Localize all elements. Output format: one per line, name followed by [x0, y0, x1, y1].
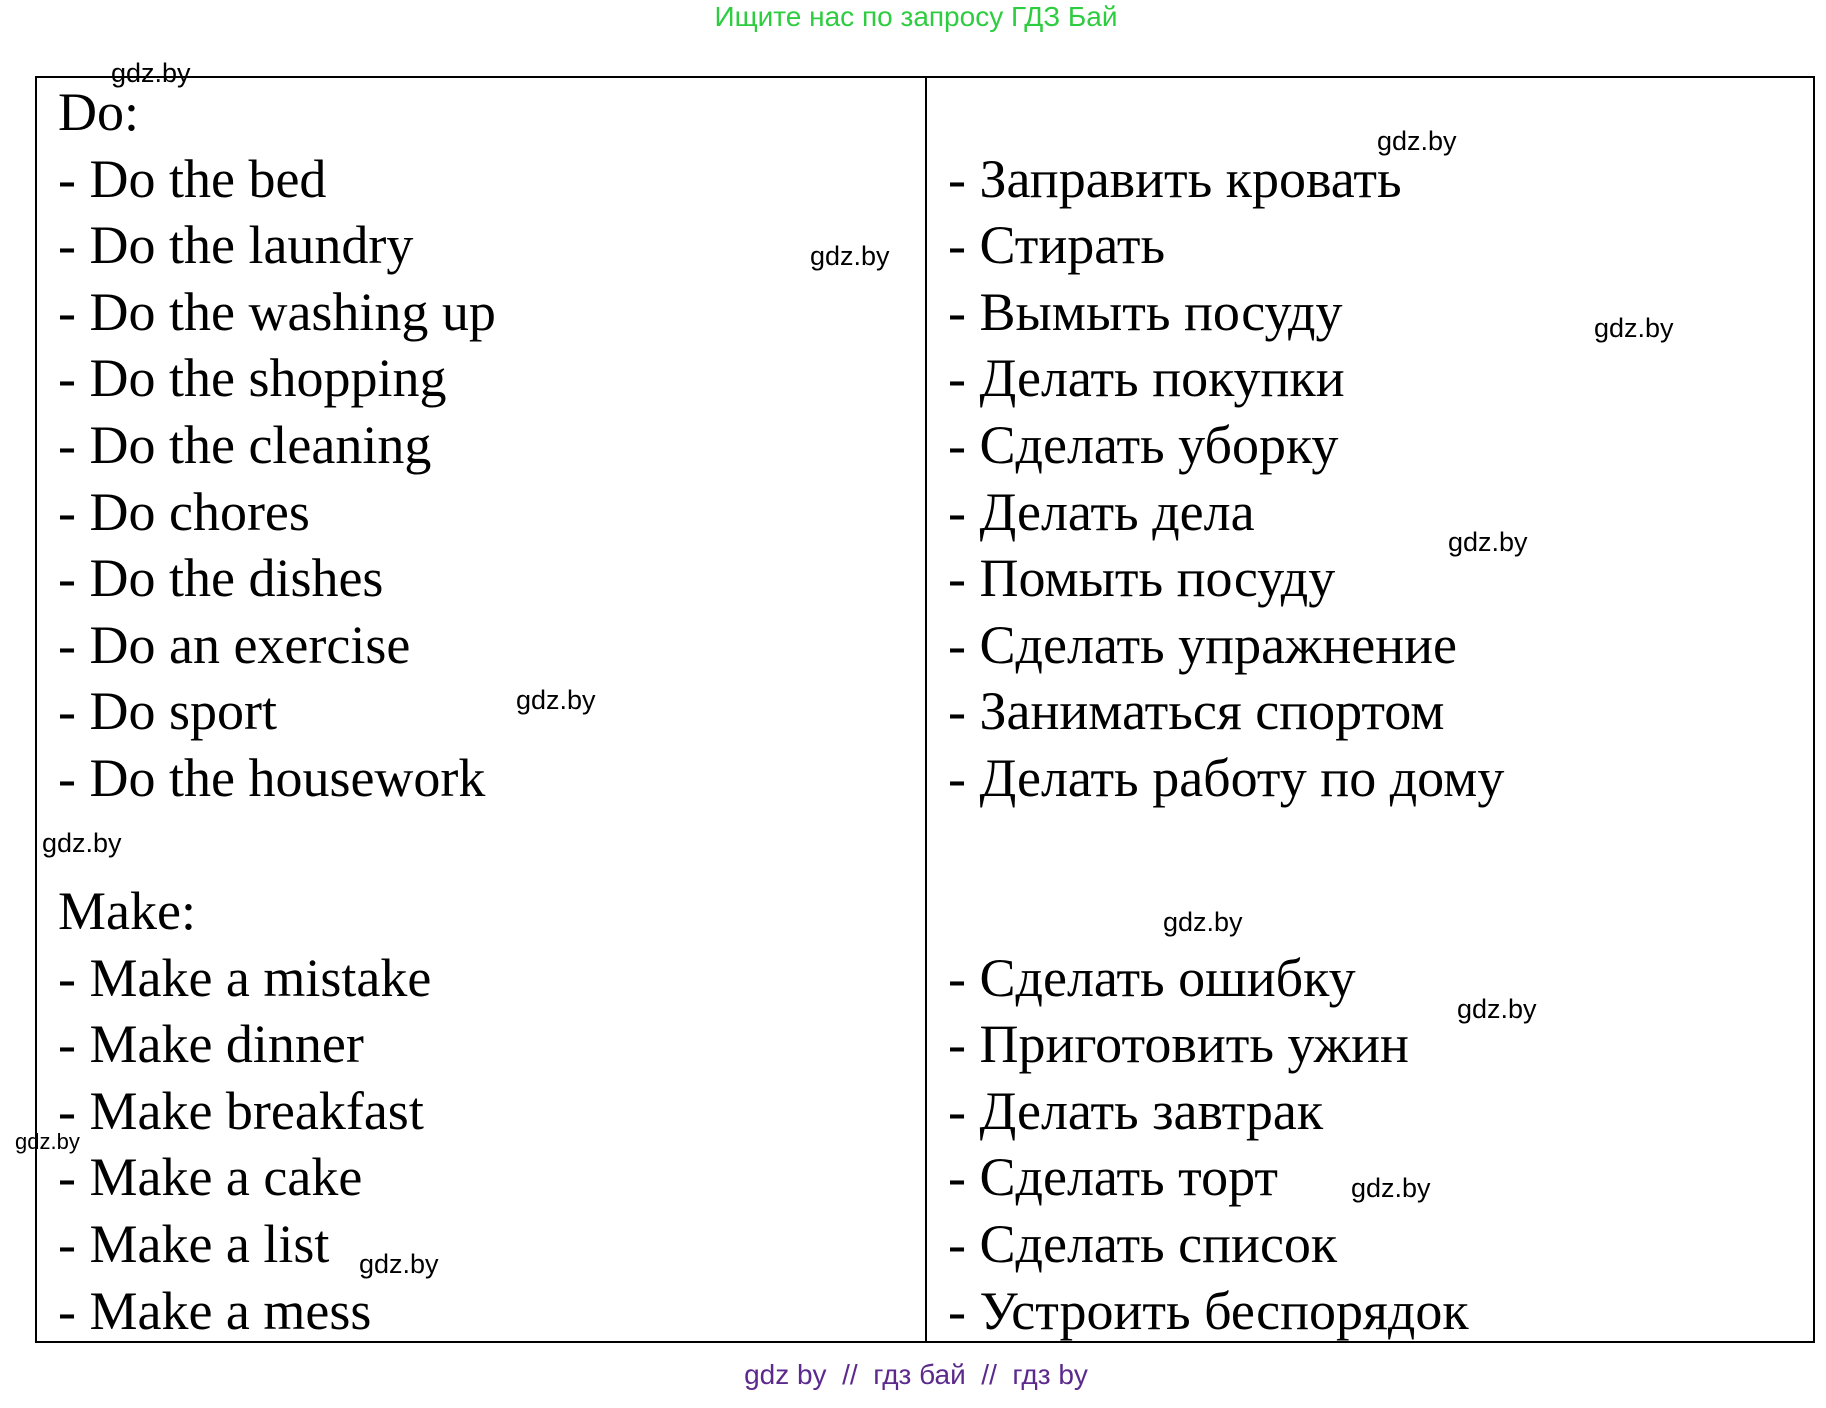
make-item: - Make dinner	[58, 1014, 364, 1075]
make-russian-column: - Сделать ошибку - Приготовить ужин - Де…	[948, 945, 1469, 1345]
column-divider	[925, 78, 927, 1341]
do-translation: - Делать покупки	[948, 348, 1345, 409]
do-translation: - Делать работу по дому	[948, 747, 1505, 808]
watermark: gdz.by	[1457, 994, 1537, 1024]
watermark: gdz.by	[111, 58, 191, 88]
watermark: gdz.by	[42, 828, 122, 858]
watermark: gdz.by	[15, 1129, 80, 1154]
do-translation: - Стирать	[948, 215, 1166, 276]
make-item: - Make a list	[58, 1213, 330, 1274]
make-item: - Make a mess	[58, 1280, 372, 1341]
do-item: - Do the laundry	[58, 215, 414, 276]
do-item: - Do the dishes	[58, 548, 384, 609]
make-heading: Make:	[58, 881, 196, 941]
do-item: - Do chores	[58, 481, 310, 542]
vocabulary-table	[35, 76, 1815, 1343]
do-translation: - Вымыть посуду	[948, 281, 1343, 342]
watermark: gdz.by	[1448, 527, 1528, 557]
do-translation: - Помыть посуду	[948, 548, 1336, 609]
watermark: gdz.by	[1163, 907, 1243, 937]
do-item: - Do the shopping	[58, 348, 447, 409]
watermark: gdz.by	[1594, 313, 1674, 343]
make-item: - Make a mistake	[58, 947, 432, 1008]
do-item: - Do the washing up	[58, 281, 496, 342]
site-footer: gdz by // гдз бай // гдз by	[744, 1359, 1088, 1390]
make-english-column: Make: - Make a mistake - Make dinner - M…	[58, 878, 431, 1344]
make-translation: - Сделать ошибку	[948, 947, 1356, 1008]
make-translation: - Делать завтрак	[948, 1080, 1324, 1141]
make-translation: - Устроить беспорядок	[948, 1280, 1469, 1341]
do-russian-column: - Заправить кровать - Стирать - Вымыть п…	[948, 146, 1504, 812]
make-translation: - Приготовить ужин	[948, 1014, 1409, 1075]
watermark: gdz.by	[810, 241, 890, 271]
do-english-column: Do: - Do the bed - Do the laundry - Do t…	[58, 79, 496, 812]
do-item: - Do the bed	[58, 148, 327, 209]
search-hint-header: Ищите нас по запросу ГДЗ Бай	[714, 1, 1118, 32]
watermark: gdz.by	[359, 1249, 439, 1279]
do-translation: - Сделать уборку	[948, 414, 1339, 475]
watermark: gdz.by	[516, 685, 596, 715]
watermark: gdz.by	[1351, 1173, 1431, 1203]
do-item: - Do the cleaning	[58, 414, 432, 475]
make-item: - Make a cake	[58, 1147, 363, 1208]
do-heading: Do:	[58, 82, 139, 142]
watermark: gdz.by	[1377, 126, 1457, 156]
make-translation: - Сделать список	[948, 1213, 1338, 1274]
do-translation: - Заниматься спортом	[948, 681, 1445, 742]
do-translation: - Заправить кровать	[948, 148, 1402, 209]
make-item: - Make breakfast	[58, 1080, 424, 1141]
do-item: - Do the housework	[58, 747, 486, 808]
do-item: - Do an exercise	[58, 614, 411, 675]
do-item: - Do sport	[58, 681, 277, 742]
make-translation: - Сделать торт	[948, 1147, 1278, 1208]
do-translation: - Делать дела	[948, 481, 1255, 542]
do-translation: - Сделать упражнение	[948, 614, 1457, 675]
